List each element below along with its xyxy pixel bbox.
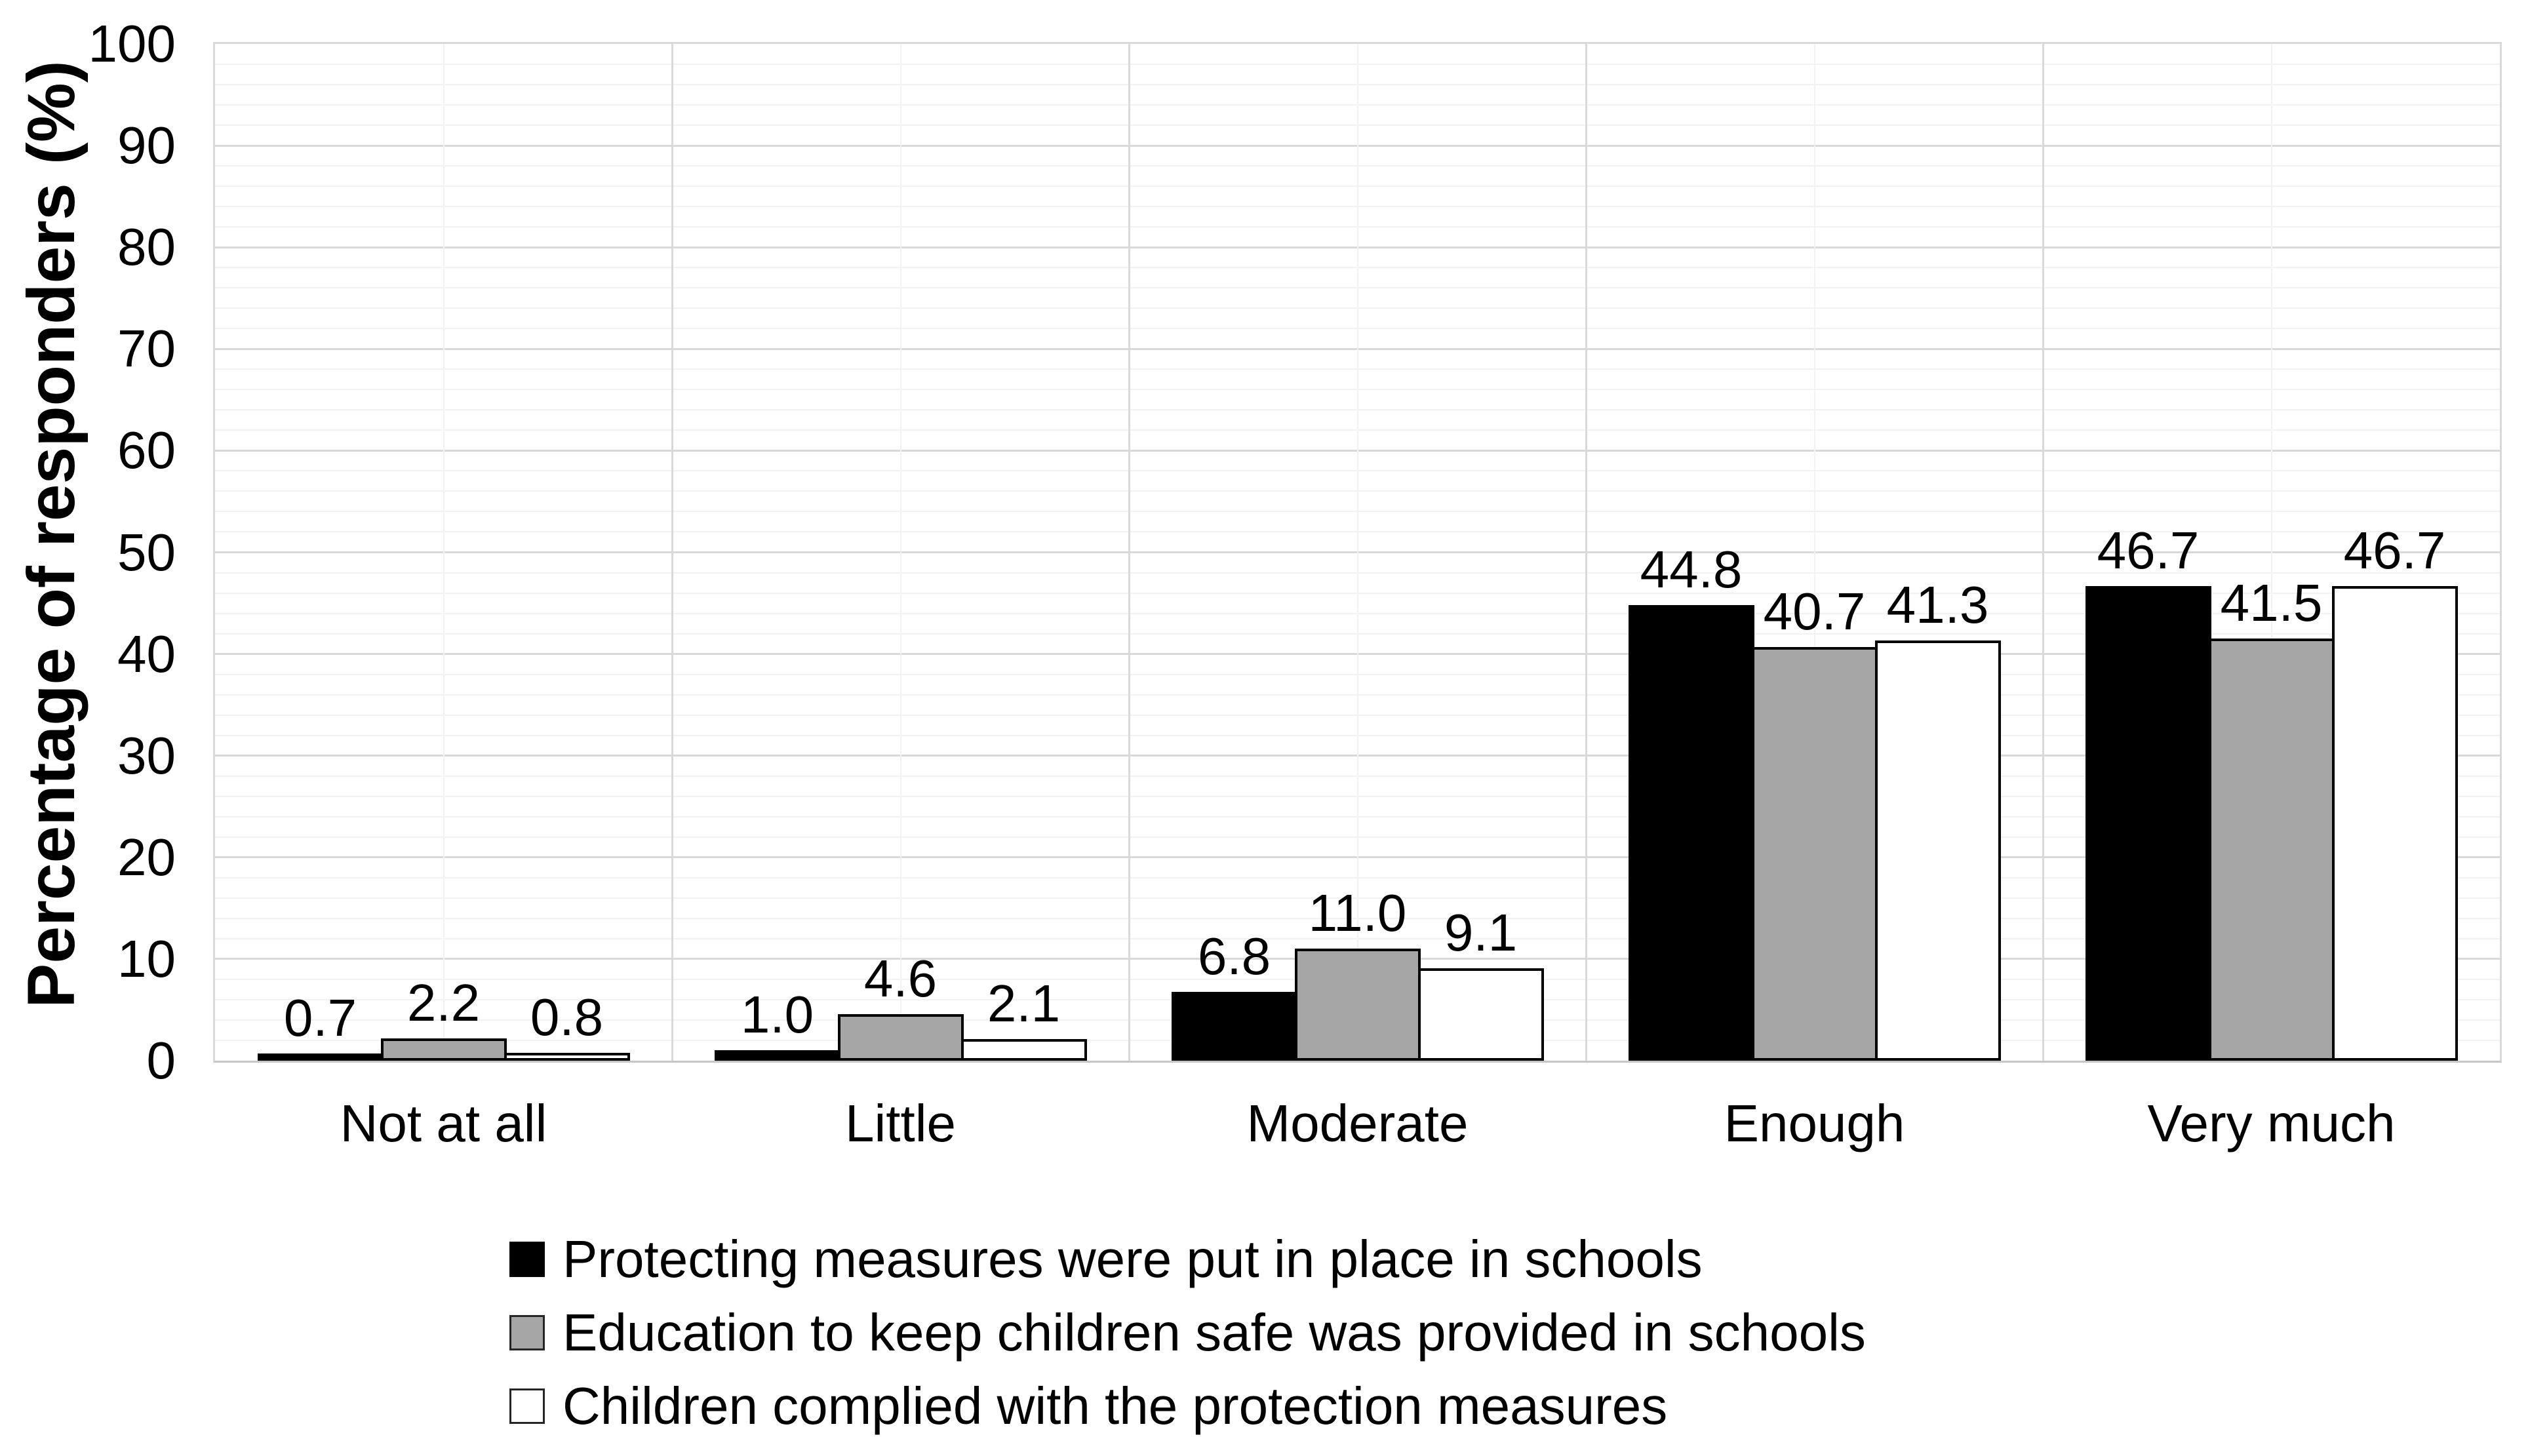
- bar: [1417, 968, 1544, 1061]
- bar-value-label: 41.5: [2220, 574, 2323, 632]
- bar-value-label: 0.7: [283, 989, 357, 1047]
- bar-value-label: 9.1: [1444, 903, 1518, 962]
- bar: [2085, 586, 2211, 1061]
- bar: [837, 1014, 964, 1061]
- bar: [504, 1053, 630, 1061]
- x-tick-label: Very much: [2147, 1094, 2396, 1152]
- bar: [1751, 647, 1878, 1061]
- y-tick-label: 100: [88, 14, 176, 73]
- bar-value-label: 6.8: [1197, 927, 1271, 985]
- v-gridline-minor: [899, 44, 901, 1061]
- y-tick-label: 0: [146, 1031, 176, 1090]
- legend-swatch-white-series: [509, 1388, 545, 1424]
- plot-area: 0.7 2.2 0.8 1.0 4.6 2.1 6.8 11.0 9.1 44.8 40.7 41.3…: [213, 42, 2502, 1063]
- bar-value-label: 4.6: [863, 949, 938, 1008]
- x-tick-label: Enough: [1724, 1094, 1905, 1152]
- bar-value-label: 11.0: [1308, 884, 1407, 942]
- v-gridline-major: [1128, 44, 1130, 1061]
- bar-value-label: 2.2: [406, 974, 481, 1032]
- y-tick-label: 60: [117, 421, 176, 480]
- bar: [714, 1050, 840, 1061]
- v-gridline-major: [1585, 44, 1587, 1061]
- y-tick-label: 40: [117, 624, 176, 683]
- legend-label: Protecting measures were put in place in…: [563, 1230, 1703, 1288]
- bar-value-label: 0.8: [530, 988, 604, 1046]
- v-gridline-minor: [1356, 44, 1358, 1061]
- bar-value-label: 40.7: [1763, 582, 1866, 640]
- v-gridline-minor: [2270, 44, 2272, 1061]
- bar-value-label: 44.8: [1640, 540, 1743, 599]
- bar: [257, 1053, 384, 1061]
- bar-value-label: 46.7: [2097, 521, 2200, 580]
- legend-item: Children complied with the protection me…: [509, 1380, 1667, 1432]
- x-tick-label: Little: [845, 1094, 956, 1152]
- legend-item: Education to keep children safe was prov…: [509, 1307, 1866, 1359]
- legend-item: Protecting measures were put in place in…: [509, 1233, 1703, 1286]
- y-tick-label: 80: [117, 218, 176, 277]
- v-gridline-major: [2042, 44, 2044, 1061]
- bar-value-label: 1.0: [740, 985, 814, 1044]
- bar: [2331, 586, 2458, 1061]
- bar: [2208, 639, 2335, 1061]
- v-gridline-minor: [1813, 44, 1815, 1061]
- bar: [960, 1039, 1087, 1061]
- y-tick-label: 20: [117, 827, 176, 886]
- bar-value-label: 2.1: [987, 974, 1061, 1033]
- y-tick-label: 30: [117, 726, 176, 785]
- legend-label: Children complied with the protection me…: [563, 1377, 1668, 1435]
- v-gridline-minor: [443, 44, 445, 1061]
- legend-swatch-gray-series: [509, 1315, 545, 1350]
- bar-value-label: 41.3: [1886, 576, 1989, 634]
- v-gridline-major: [671, 44, 673, 1061]
- y-tick-label: 50: [117, 522, 176, 581]
- bar: [1874, 640, 2001, 1061]
- legend-label: Education to keep children safe was prov…: [563, 1303, 1866, 1362]
- x-tick-label: Not at all: [340, 1094, 547, 1152]
- bar: [1294, 949, 1421, 1061]
- x-tick-label: Moderate: [1246, 1094, 1469, 1152]
- y-tick-label: 90: [117, 116, 176, 175]
- bar: [1628, 605, 1754, 1061]
- legend-swatch-black-series: [509, 1242, 545, 1277]
- bar-value-label: 46.7: [2343, 521, 2446, 580]
- bar: [1171, 992, 1297, 1061]
- y-tick-label: 10: [117, 929, 176, 988]
- y-tick-label: 70: [117, 319, 176, 378]
- bar: [380, 1038, 507, 1061]
